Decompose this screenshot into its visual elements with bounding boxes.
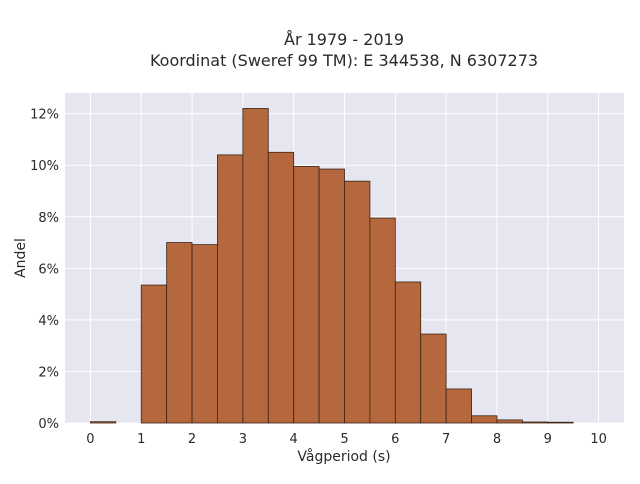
histogram-bar: [547, 421, 574, 424]
x-tick-label: 4: [290, 432, 298, 447]
y-tick-label: 6%: [38, 262, 59, 277]
histogram-bar: [420, 333, 447, 424]
chart-subtitle: Koordinat (Sweref 99 TM): E 344538, N 63…: [150, 51, 538, 70]
histogram-bar: [191, 244, 218, 424]
x-tick-label: 3: [239, 432, 247, 447]
x-tick-label: 8: [493, 432, 501, 447]
histogram-bar: [369, 217, 396, 424]
x-tick-label: 9: [544, 432, 552, 447]
bars: [90, 108, 574, 424]
x-tick-label: 0: [86, 432, 94, 447]
y-tick-label: 10%: [30, 159, 59, 174]
histogram-bar: [471, 415, 498, 424]
histogram-bar: [394, 281, 422, 424]
x-tick-label: 6: [391, 432, 399, 447]
histogram-bar: [445, 388, 472, 424]
y-tick-label: 2%: [38, 365, 59, 380]
histogram-bar: [344, 180, 371, 424]
y-tick-label: 0%: [38, 417, 59, 432]
x-axis-label: Vågperiod (s): [297, 448, 390, 465]
x-tick-label: 2: [188, 432, 196, 447]
histogram-bar: [293, 166, 320, 424]
y-tick-label: 12%: [30, 108, 59, 123]
histogram-bar: [318, 168, 345, 424]
histogram-bar: [496, 419, 523, 424]
histogram-bar: [267, 151, 295, 424]
histogram-bar: [166, 242, 193, 424]
histogram-bar: [90, 421, 117, 424]
y-axis-label: Andel: [13, 238, 29, 278]
x-tick-label: 5: [340, 432, 348, 447]
histogram-bar: [217, 154, 244, 424]
y-tick-labels: 0% 2% 4% 6% 8% 10% 12%: [30, 108, 59, 432]
histogram-bar: [242, 108, 269, 424]
y-tick-label: 8%: [38, 211, 59, 226]
histogram-bar: [521, 421, 549, 424]
x-tick-label: 10: [590, 432, 607, 447]
x-tick-label: 7: [442, 432, 450, 447]
chart-title: År 1979 - 2019: [284, 30, 404, 49]
y-tick-label: 4%: [38, 314, 59, 329]
histogram-bar: [140, 284, 168, 424]
x-tick-label: 1: [137, 432, 145, 447]
x-tick-labels: 0 1 2 3 4 5 6 7 8 9 10: [86, 432, 607, 447]
